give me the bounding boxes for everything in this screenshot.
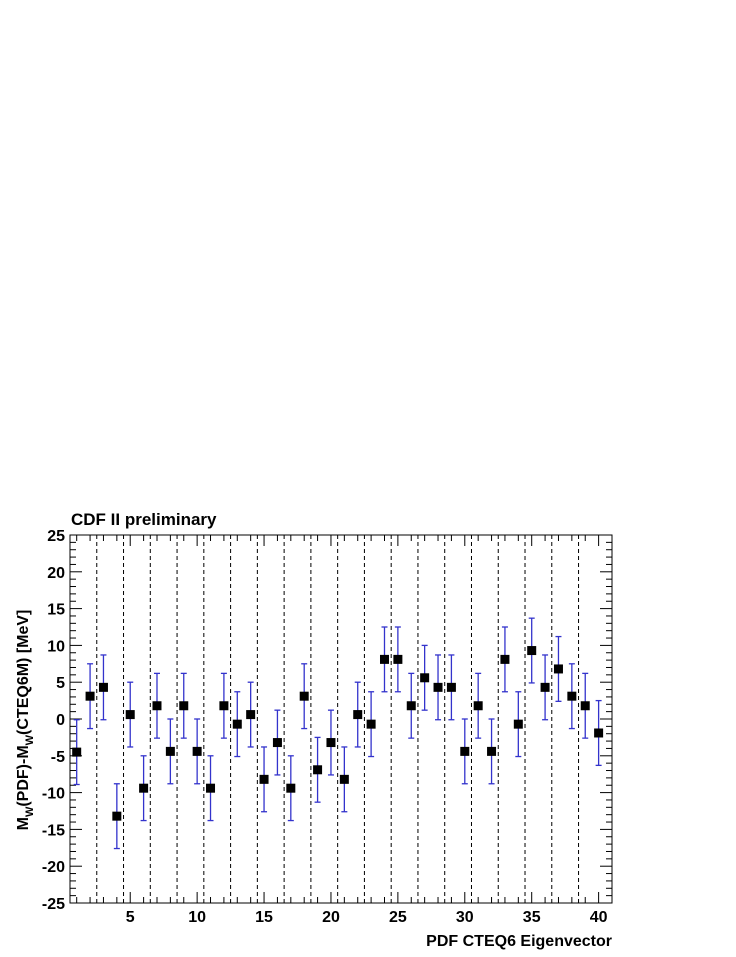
data-point [272,738,282,748]
y-tick-label: 15 [47,602,65,619]
data-point [393,654,403,664]
x-tick-label: 35 [523,909,541,926]
data-point [152,701,162,711]
y-tick-label: 10 [47,638,65,655]
data-point [259,774,269,784]
data-point [460,746,470,756]
svg-text:MW(PDF)-MW(CTEQ6M) [MeV]: MW(PDF)-MW(CTEQ6M) [MeV] [15,610,36,831]
plot-frame [69,534,613,904]
data-point [139,783,149,793]
chart-title: CDF II preliminary [71,510,217,529]
y-tick-label: -25 [42,896,65,913]
data-point [72,747,82,757]
data-point [420,673,430,683]
data-point [527,646,537,656]
y-tick-label: 5 [56,675,65,692]
y-axis-label-sub1: W [24,806,36,817]
data-point [406,701,416,711]
data-point [433,682,443,692]
data-point [553,664,563,674]
y-tick-label: 0 [56,712,65,729]
x-tick-label: 10 [188,909,206,926]
x-tick-label: 15 [255,909,273,926]
data-point [299,691,309,701]
y-axis-label-mid: (PDF)-M [15,745,32,806]
data-point [500,654,510,664]
data-point [98,682,108,692]
data-point [112,811,122,821]
y-tick-label: 25 [47,528,65,545]
data-point [246,710,256,720]
data-point [353,710,363,720]
data-point [339,774,349,784]
y-axis-label-tail: (CTEQ6M) [MeV] [15,610,32,735]
data-point [366,719,376,729]
x-tick-label: 20 [322,909,340,926]
y-tick-label: -20 [42,859,65,876]
data-point [567,691,577,701]
y-axis-label-sub2: W [24,734,36,745]
data-point [206,783,216,793]
data-point [286,783,296,793]
data-point [219,701,229,711]
x-axis-label: PDF CTEQ6 Eigenvector [426,933,612,950]
x-tick-label: 30 [456,909,474,926]
y-axis-label: MW(PDF)-MW(CTEQ6M) [MeV] [15,610,36,831]
data-point [192,746,202,756]
data-point [487,746,497,756]
data-point [313,765,323,775]
data-point [326,738,336,748]
data-point [580,701,590,711]
data-point [232,719,242,729]
x-tick-label: 40 [590,909,608,926]
data-point [594,728,604,738]
y-tick-label: -15 [42,822,65,839]
plot-area: -25 -20 -15 -10 -5 0 5 10 15 20 25 5 10 15 20 25 30 35 40 [42,528,613,926]
data-point [85,691,95,701]
data-point [473,701,483,711]
data-point [379,654,389,664]
data-point [179,701,189,711]
data-point [513,719,523,729]
x-tick-label: 5 [126,909,135,926]
y-tick-label: -5 [51,749,65,766]
y-tick-label: -10 [42,786,65,803]
data-point [165,746,175,756]
y-tick-label: 20 [47,565,65,582]
x-tick-label: 25 [389,909,407,926]
y-axis-label-main: M [15,817,32,830]
data-point [540,682,550,692]
data-point [446,682,456,692]
data-point [125,710,135,720]
